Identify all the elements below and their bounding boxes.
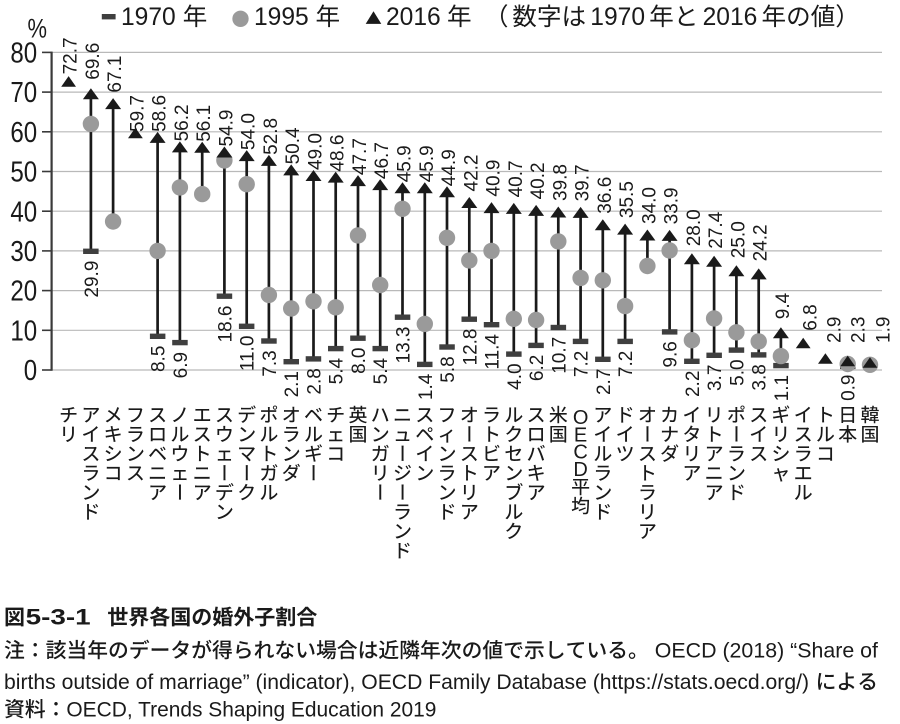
svg-text:58.6: 58.6 (150, 95, 171, 132)
svg-text:80: 80 (10, 38, 37, 70)
svg-text:1.1: 1.1 (772, 375, 793, 401)
svg-text:E: E (574, 424, 587, 446)
svg-text:6.2: 6.2 (527, 355, 548, 381)
svg-text:4.0: 4.0 (505, 363, 526, 389)
svg-text:54.9: 54.9 (216, 110, 237, 147)
svg-text:30: 30 (10, 236, 37, 268)
svg-text:6.8: 6.8 (801, 304, 822, 330)
svg-text:50.4: 50.4 (283, 127, 304, 164)
svg-text:8.5: 8.5 (149, 346, 170, 372)
svg-text:O: O (573, 407, 589, 429)
svg-text:2.2: 2.2 (683, 371, 704, 397)
svg-text:OECD, Trends Shaping Education: OECD, Trends Shaping Education 2019 (66, 699, 436, 722)
svg-text:35.5: 35.5 (617, 181, 638, 218)
svg-text:40.7: 40.7 (506, 160, 527, 197)
svg-text:10: 10 (10, 315, 37, 347)
svg-text:59.7: 59.7 (127, 95, 148, 132)
svg-text:40.9: 40.9 (484, 160, 505, 197)
svg-text:5.8: 5.8 (438, 356, 459, 382)
svg-text:3.7: 3.7 (705, 365, 726, 391)
svg-text:18.6: 18.6 (215, 306, 236, 343)
svg-text:67.1: 67.1 (105, 56, 126, 93)
svg-text:7.2: 7.2 (616, 351, 637, 377)
svg-text:11.0: 11.0 (238, 336, 259, 372)
svg-text:28.0: 28.0 (684, 209, 705, 246)
svg-text:5.4: 5.4 (371, 357, 392, 384)
svg-text:45.9: 45.9 (395, 145, 416, 182)
svg-text:54.0: 54.0 (239, 113, 260, 150)
svg-text:2016: 2016 (386, 4, 441, 31)
svg-text:70: 70 (10, 77, 37, 109)
svg-text:10.7: 10.7 (549, 337, 570, 374)
svg-text:5.4: 5.4 (327, 357, 348, 384)
svg-text:34.0: 34.0 (639, 187, 660, 224)
svg-text:0: 0 (24, 355, 37, 387)
svg-text:46.7: 46.7 (372, 142, 393, 179)
svg-text:7.3: 7.3 (260, 350, 281, 376)
svg-text:52.8: 52.8 (261, 118, 282, 155)
svg-text:27.4: 27.4 (706, 211, 727, 248)
svg-text:OECD (2018) “Share of: OECD (2018) “Share of (655, 640, 878, 663)
svg-text:1.9: 1.9 (874, 317, 895, 343)
svg-text:25.0: 25.0 (728, 221, 749, 258)
svg-text:33.9: 33.9 (662, 187, 683, 224)
svg-text:2016: 2016 (703, 4, 758, 31)
svg-text:40.2: 40.2 (528, 162, 549, 199)
svg-text:9.6: 9.6 (661, 341, 682, 367)
svg-text:11.4: 11.4 (483, 334, 504, 370)
svg-text:13.3: 13.3 (394, 327, 415, 364)
svg-text:29.9: 29.9 (82, 261, 103, 298)
svg-text:2.3: 2.3 (849, 317, 870, 343)
svg-text:D: D (573, 459, 587, 481)
svg-text:6.9: 6.9 (171, 352, 192, 378)
svg-text:5.0: 5.0 (727, 359, 748, 385)
svg-text:9.4: 9.4 (773, 292, 794, 319)
svg-text:39.7: 39.7 (573, 164, 594, 201)
svg-text:44.9: 44.9 (439, 149, 460, 186)
svg-text:1970: 1970 (590, 4, 645, 31)
svg-text:1.4: 1.4 (416, 373, 437, 400)
svg-text:2.9: 2.9 (825, 317, 846, 343)
svg-text:56.1: 56.1 (194, 105, 215, 142)
svg-text:7.2: 7.2 (572, 351, 593, 377)
svg-text:%: % (28, 14, 48, 44)
svg-text:12.8: 12.8 (460, 329, 481, 366)
svg-text:24.2: 24.2 (751, 224, 772, 261)
svg-text:2.1: 2.1 (282, 371, 303, 397)
svg-text:72.7: 72.7 (61, 37, 82, 74)
svg-text:47.7: 47.7 (350, 138, 371, 175)
svg-text:0.9: 0.9 (839, 375, 860, 401)
svg-text:42.2: 42.2 (461, 155, 482, 192)
svg-text:49.0: 49.0 (306, 133, 327, 170)
svg-text:56.2: 56.2 (172, 104, 193, 141)
svg-text:3.8: 3.8 (750, 364, 771, 390)
svg-text:C: C (573, 442, 587, 464)
svg-text:45.9: 45.9 (417, 145, 438, 182)
svg-text:36.6: 36.6 (595, 177, 616, 214)
svg-text:8.0: 8.0 (349, 348, 370, 374)
svg-text:births outside of marriage” (i: births outside of marriage” (indicator),… (4, 671, 809, 694)
svg-text:1995: 1995 (254, 4, 309, 31)
svg-text:48.6: 48.6 (328, 135, 349, 172)
svg-text:5-3-1: 5-3-1 (26, 605, 91, 630)
svg-text:50: 50 (10, 157, 37, 189)
svg-text:69.6: 69.6 (83, 43, 104, 80)
svg-text:39.8: 39.8 (550, 164, 571, 201)
svg-text:2.7: 2.7 (594, 369, 615, 395)
svg-text:1970: 1970 (121, 4, 176, 31)
svg-text:20: 20 (10, 276, 37, 308)
svg-text:40: 40 (10, 196, 37, 228)
svg-text:60: 60 (10, 117, 37, 149)
svg-text:2.8: 2.8 (305, 368, 326, 394)
